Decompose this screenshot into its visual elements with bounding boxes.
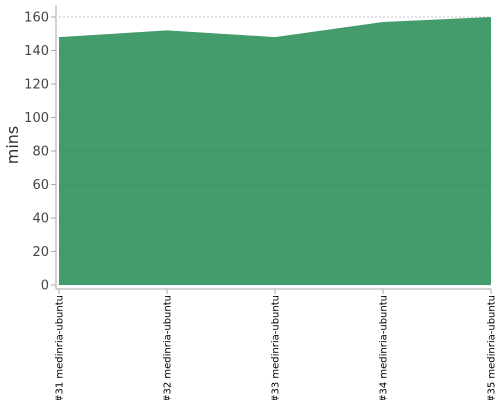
y-tick-label: 120 bbox=[24, 78, 49, 93]
x-tick-label: #31 medinria-ubuntu bbox=[55, 295, 66, 400]
x-tick-label: #35 medinria-ubuntu bbox=[487, 295, 498, 400]
axes bbox=[51, 5, 492, 294]
y-tick-label: 0 bbox=[41, 279, 49, 294]
y-tick-label: 140 bbox=[24, 44, 49, 59]
x-tick-label: #34 medinria-ubuntu bbox=[379, 295, 390, 400]
y-tick-label: 40 bbox=[32, 212, 49, 227]
x-tick-label: #33 medinria-ubuntu bbox=[271, 295, 282, 400]
x-tick-labels: #31 medinria-ubuntu #32 medinria-ubuntu #3… bbox=[55, 295, 498, 400]
x-tick-label: #32 medinria-ubuntu bbox=[163, 295, 174, 400]
y-tick-label: 80 bbox=[32, 145, 49, 160]
gridlines-overlay bbox=[59, 50, 491, 252]
y-tick-label: 100 bbox=[24, 111, 49, 126]
y-tick-label: 20 bbox=[32, 245, 49, 260]
y-tick-labels: 0 20 40 60 80 100 120 140 160 bbox=[24, 11, 49, 294]
y-axis-title: mins bbox=[3, 126, 22, 165]
y-tick-label: 60 bbox=[32, 178, 49, 193]
y-tick-label: 160 bbox=[24, 11, 49, 26]
